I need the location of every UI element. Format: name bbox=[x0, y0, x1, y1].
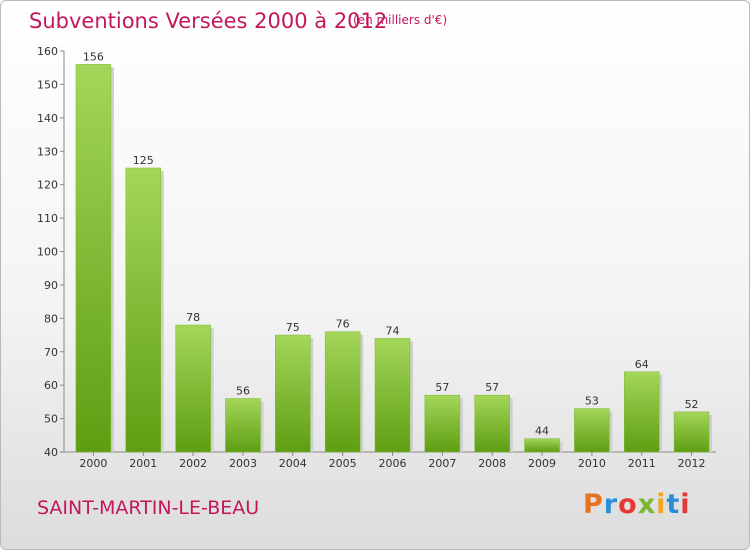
value-label-2011: 64 bbox=[635, 358, 649, 371]
value-label-2002: 78 bbox=[186, 311, 200, 324]
proxiti-logo: Proxiti bbox=[583, 489, 691, 520]
value-label-2005: 76 bbox=[336, 318, 350, 331]
bar-2003 bbox=[225, 398, 261, 453]
value-label-2004: 75 bbox=[286, 321, 300, 334]
bar-2012 bbox=[673, 411, 710, 453]
y-tick-label: 70 bbox=[44, 346, 58, 359]
x-tick-label-2010: 2010 bbox=[578, 457, 606, 470]
y-tick-label: 60 bbox=[44, 379, 58, 392]
bar-2001 bbox=[125, 167, 162, 453]
bar-2007 bbox=[424, 394, 461, 453]
bar-2000 bbox=[75, 64, 112, 453]
logo-letter: i bbox=[680, 489, 691, 520]
bar-2002 bbox=[175, 324, 211, 453]
x-tick-label-2009: 2009 bbox=[528, 457, 556, 470]
chart-title: Subventions Versées 2000 à 2012 bbox=[29, 9, 388, 33]
value-label-2001: 125 bbox=[133, 154, 154, 167]
bar-2009 bbox=[524, 438, 560, 453]
value-label-2009: 44 bbox=[535, 425, 549, 438]
y-tick-label: 140 bbox=[37, 112, 58, 125]
x-tick-label-2000: 2000 bbox=[79, 457, 107, 470]
x-tick-label-2005: 2005 bbox=[329, 457, 357, 470]
bar-2010 bbox=[574, 408, 610, 453]
y-tick-label: 160 bbox=[37, 45, 58, 58]
logo-letter: i bbox=[656, 489, 667, 520]
y-tick-label: 100 bbox=[37, 246, 58, 259]
y-tick-label: 130 bbox=[37, 145, 58, 158]
bar-2004 bbox=[275, 334, 311, 453]
y-tick-label: 50 bbox=[44, 413, 58, 426]
bar-2011 bbox=[623, 371, 660, 453]
y-tick-label: 110 bbox=[37, 212, 58, 225]
x-tick-label-2007: 2007 bbox=[428, 457, 456, 470]
x-tick-label-2012: 2012 bbox=[678, 457, 706, 470]
logo-letter: r bbox=[603, 489, 619, 520]
y-tick-label: 150 bbox=[37, 78, 58, 91]
y-tick-label: 40 bbox=[44, 446, 58, 459]
x-tick-label-2008: 2008 bbox=[478, 457, 506, 470]
value-label-2007: 57 bbox=[435, 381, 449, 394]
logo-letter: o bbox=[618, 489, 638, 520]
x-tick-label-2006: 2006 bbox=[379, 457, 407, 470]
value-label-2006: 74 bbox=[386, 324, 400, 337]
x-tick-label-2001: 2001 bbox=[129, 457, 157, 470]
logo-letter: P bbox=[583, 489, 604, 520]
y-tick-label: 120 bbox=[37, 179, 58, 192]
x-tick-label-2003: 2003 bbox=[229, 457, 257, 470]
y-tick-label: 90 bbox=[44, 279, 58, 292]
commune-name: SAINT-MARTIN-LE-BEAU bbox=[37, 497, 260, 519]
value-label-2012: 52 bbox=[685, 398, 699, 411]
x-tick-label-2011: 2011 bbox=[628, 457, 656, 470]
bar-2006 bbox=[374, 338, 411, 453]
value-label-2000: 156 bbox=[83, 50, 104, 63]
logo-letter: t bbox=[666, 489, 681, 520]
chart-unit: (en milliers d'€) bbox=[353, 13, 448, 27]
logo-letter: x bbox=[637, 489, 657, 520]
bar-2008 bbox=[474, 394, 510, 453]
value-label-2010: 53 bbox=[585, 395, 599, 408]
x-tick-label-2002: 2002 bbox=[179, 457, 207, 470]
bar-2005 bbox=[324, 331, 361, 453]
x-tick-label-2004: 2004 bbox=[279, 457, 307, 470]
value-label-2008: 57 bbox=[485, 381, 499, 394]
value-label-2003: 56 bbox=[236, 385, 250, 398]
y-tick-label: 80 bbox=[44, 312, 58, 325]
